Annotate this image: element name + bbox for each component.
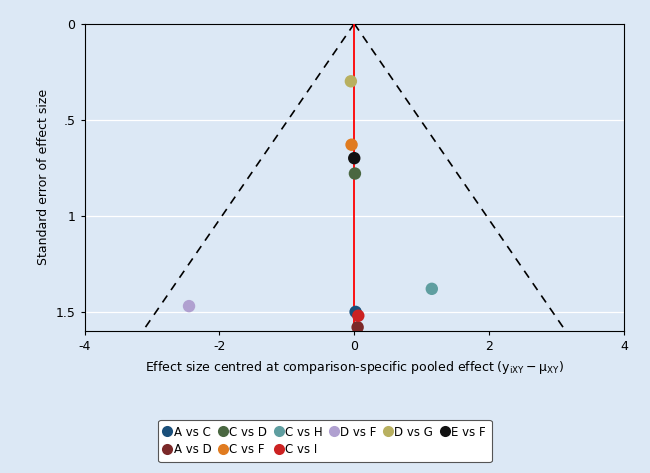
- Point: [353, 312, 363, 320]
- Point: [352, 324, 363, 331]
- X-axis label: Effect size centred at comparison-specific pooled effect ($\mathregular{y_{iXY}-: Effect size centred at comparison-specif…: [144, 359, 564, 376]
- Point: [184, 302, 194, 310]
- Point: [346, 78, 356, 85]
- Point: [350, 308, 361, 315]
- Point: [350, 170, 360, 177]
- Point: [346, 141, 357, 149]
- Point: [349, 154, 359, 162]
- Point: [426, 285, 437, 293]
- Y-axis label: Standard error of effect size: Standard error of effect size: [37, 89, 50, 265]
- Legend: A vs C, A vs D, C vs D, C vs F, C vs H, C vs I, D vs F, D vs G, E vs F: A vs C, A vs D, C vs D, C vs F, C vs H, …: [159, 420, 491, 463]
